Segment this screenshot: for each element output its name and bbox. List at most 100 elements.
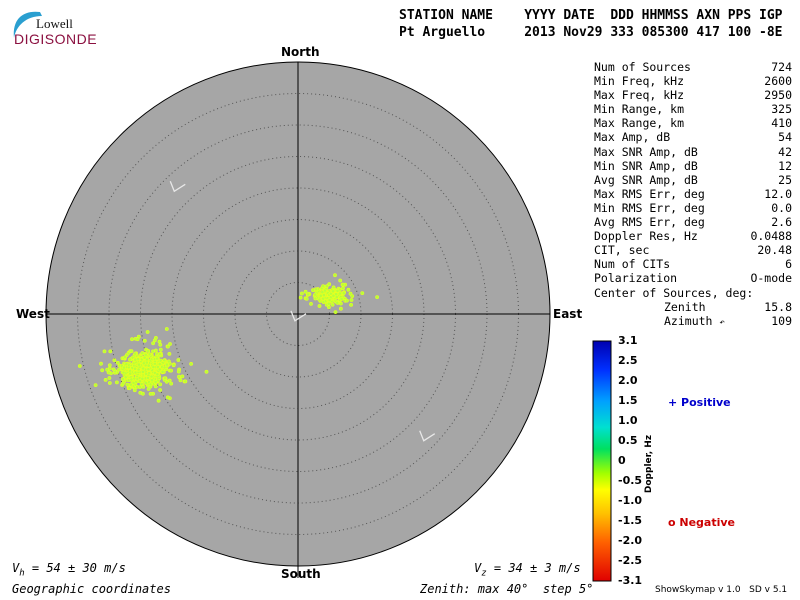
source-point bbox=[129, 349, 134, 354]
source-point bbox=[77, 364, 82, 368]
source-point bbox=[129, 377, 134, 382]
source-point bbox=[133, 357, 138, 362]
colorbar-tick: -2.0 bbox=[618, 534, 643, 547]
zenith-scale: Zenith: max 40° step 5° bbox=[420, 582, 594, 596]
source-point bbox=[158, 347, 163, 352]
direction-arrow bbox=[290, 310, 307, 322]
source-point bbox=[341, 286, 345, 291]
source-point bbox=[317, 297, 322, 302]
stat-row: Min Freq, kHz 2600 bbox=[594, 74, 792, 88]
source-point bbox=[158, 388, 163, 392]
source-point bbox=[177, 374, 181, 379]
source-point bbox=[204, 369, 209, 374]
source-point bbox=[128, 357, 132, 362]
colorbar-tick: 3.1 bbox=[618, 334, 638, 347]
source-point bbox=[144, 360, 149, 365]
source-point bbox=[127, 386, 132, 391]
source-point bbox=[189, 361, 194, 366]
source-point bbox=[141, 366, 146, 371]
source-point bbox=[135, 337, 140, 342]
horizontal-velocity: Vh = 54 ± 30 m/s bbox=[12, 561, 126, 579]
compass-east: East bbox=[553, 307, 583, 321]
source-point bbox=[298, 295, 303, 300]
compass-west: West bbox=[16, 307, 50, 321]
stat-label: Min RMS Err, deg bbox=[594, 200, 705, 215]
stat-label: Polarization bbox=[594, 271, 678, 286]
source-point bbox=[341, 291, 346, 296]
colorbar-label: Doppler, Hz bbox=[644, 434, 654, 494]
source-point bbox=[157, 367, 162, 372]
direction-arrows bbox=[169, 181, 436, 442]
source-point bbox=[146, 375, 150, 380]
stat-label: Num of CITs bbox=[594, 257, 671, 272]
source-point bbox=[142, 355, 147, 360]
stat-label: Max SNR Amp, dB bbox=[594, 144, 698, 159]
source-point bbox=[107, 363, 112, 368]
source-point bbox=[137, 362, 141, 367]
doppler-colorbar bbox=[592, 340, 612, 582]
center-title-text: Center of Sources, deg: bbox=[594, 285, 754, 300]
source-point bbox=[140, 376, 145, 381]
stat-value: 54 bbox=[778, 130, 792, 145]
center-zenith-label: Zenith bbox=[664, 299, 706, 314]
colorbar-tick: 1.5 bbox=[618, 394, 638, 407]
source-point bbox=[160, 369, 165, 374]
source-point bbox=[157, 339, 162, 344]
colorbar-tick: 2.5 bbox=[618, 354, 638, 367]
source-point bbox=[162, 365, 167, 370]
source-point bbox=[146, 363, 151, 368]
source-point bbox=[123, 355, 128, 360]
source-point bbox=[140, 369, 145, 374]
source-point bbox=[103, 377, 108, 382]
stat-label: Max Freq, kHz bbox=[594, 88, 685, 103]
source-point bbox=[320, 290, 325, 295]
source-point bbox=[318, 293, 323, 298]
source-point bbox=[146, 387, 151, 391]
source-point bbox=[136, 367, 141, 372]
center-azimuth: Azimuth ↶ 109 bbox=[594, 314, 792, 328]
stat-value: 6 bbox=[785, 257, 792, 272]
source-point bbox=[156, 398, 161, 403]
azimuth-arrow-icon: ↶ bbox=[719, 317, 725, 328]
source-point bbox=[338, 278, 343, 283]
source-point bbox=[152, 338, 157, 343]
source-point bbox=[180, 374, 185, 379]
header-columns: STATION NAME YYYY DATE DDD HHMMSS AXN PP… bbox=[399, 8, 783, 23]
source-point bbox=[338, 306, 343, 311]
source-point bbox=[107, 376, 112, 380]
stat-value: 12.0 bbox=[764, 186, 792, 201]
source-point bbox=[313, 296, 318, 301]
stat-row: Num of CITs 6 bbox=[594, 257, 792, 271]
compass-north: North bbox=[281, 45, 320, 59]
source-point bbox=[176, 358, 181, 362]
source-point bbox=[153, 384, 158, 389]
source-point bbox=[167, 378, 172, 383]
source-point bbox=[155, 372, 160, 377]
source-point bbox=[349, 302, 354, 307]
stat-value: 410 bbox=[771, 116, 792, 131]
source-point bbox=[158, 382, 163, 387]
source-point bbox=[168, 342, 172, 346]
source-point bbox=[335, 300, 340, 305]
center-azimuth-value: 109 bbox=[771, 313, 792, 328]
source-point bbox=[158, 352, 162, 356]
source-point bbox=[303, 289, 308, 294]
colorbar-tick: -0.5 bbox=[618, 474, 643, 487]
stat-row: Num of Sources 724 bbox=[594, 60, 792, 74]
source-point bbox=[306, 292, 310, 297]
stat-label: Num of Sources bbox=[594, 60, 691, 74]
source-point bbox=[326, 305, 331, 310]
colorbar-tick: 0 bbox=[618, 454, 626, 467]
stat-label: CIT, sec bbox=[594, 243, 650, 258]
source-point bbox=[121, 370, 126, 375]
source-point bbox=[124, 362, 129, 367]
source-point bbox=[148, 391, 153, 396]
colorbar-tick: -1.5 bbox=[618, 514, 643, 527]
stat-value: 724 bbox=[771, 60, 792, 74]
source-point bbox=[360, 291, 365, 296]
stat-value: 2950 bbox=[764, 88, 792, 103]
source-point bbox=[140, 391, 145, 396]
colorbar-label-wrap: Doppler, Hz bbox=[642, 435, 656, 497]
stat-value: 0.0 bbox=[771, 200, 792, 215]
stat-value: O-mode bbox=[750, 271, 792, 286]
